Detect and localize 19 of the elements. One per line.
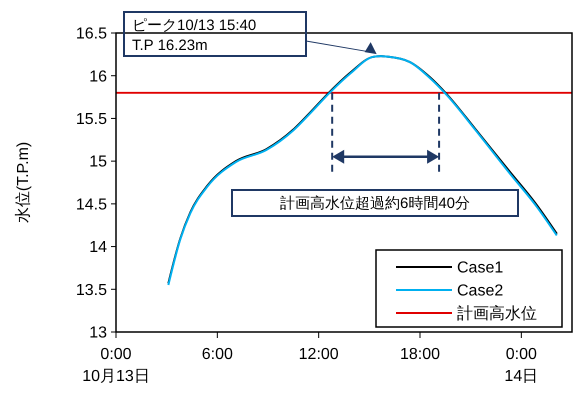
annotation: ピーク10/13 15:40 T.P 16.23m: [132, 17, 256, 54]
legend-label: Case2: [457, 282, 504, 300]
annotation: 計画高水位超過約6時間40分: [280, 195, 470, 212]
legend-label: 計画高水位: [457, 304, 537, 323]
y-tick-label: 14: [89, 239, 108, 256]
x-tick-label: 6:00: [202, 346, 234, 363]
y-tick-label: 13.5: [76, 282, 108, 299]
y-tick-label: 15.5: [76, 111, 108, 128]
y-tick-label: 13: [89, 324, 108, 342]
x-tick-label: 18:00: [400, 346, 440, 363]
x-tick-label: 0:00 14日: [504, 346, 538, 385]
y-tick-label: 14.5: [76, 196, 108, 214]
legend-label: Case1: [457, 260, 504, 277]
x-tick-label: 12:00: [298, 346, 339, 363]
y-tick-label: 15: [89, 154, 108, 171]
y-tick-label: 16: [89, 68, 108, 86]
y-tick-label: 16.5: [76, 26, 108, 43]
y-axis-title: 水位(T.P.m): [14, 142, 32, 224]
x-tick-label: 0:00 10月13日: [82, 346, 150, 385]
